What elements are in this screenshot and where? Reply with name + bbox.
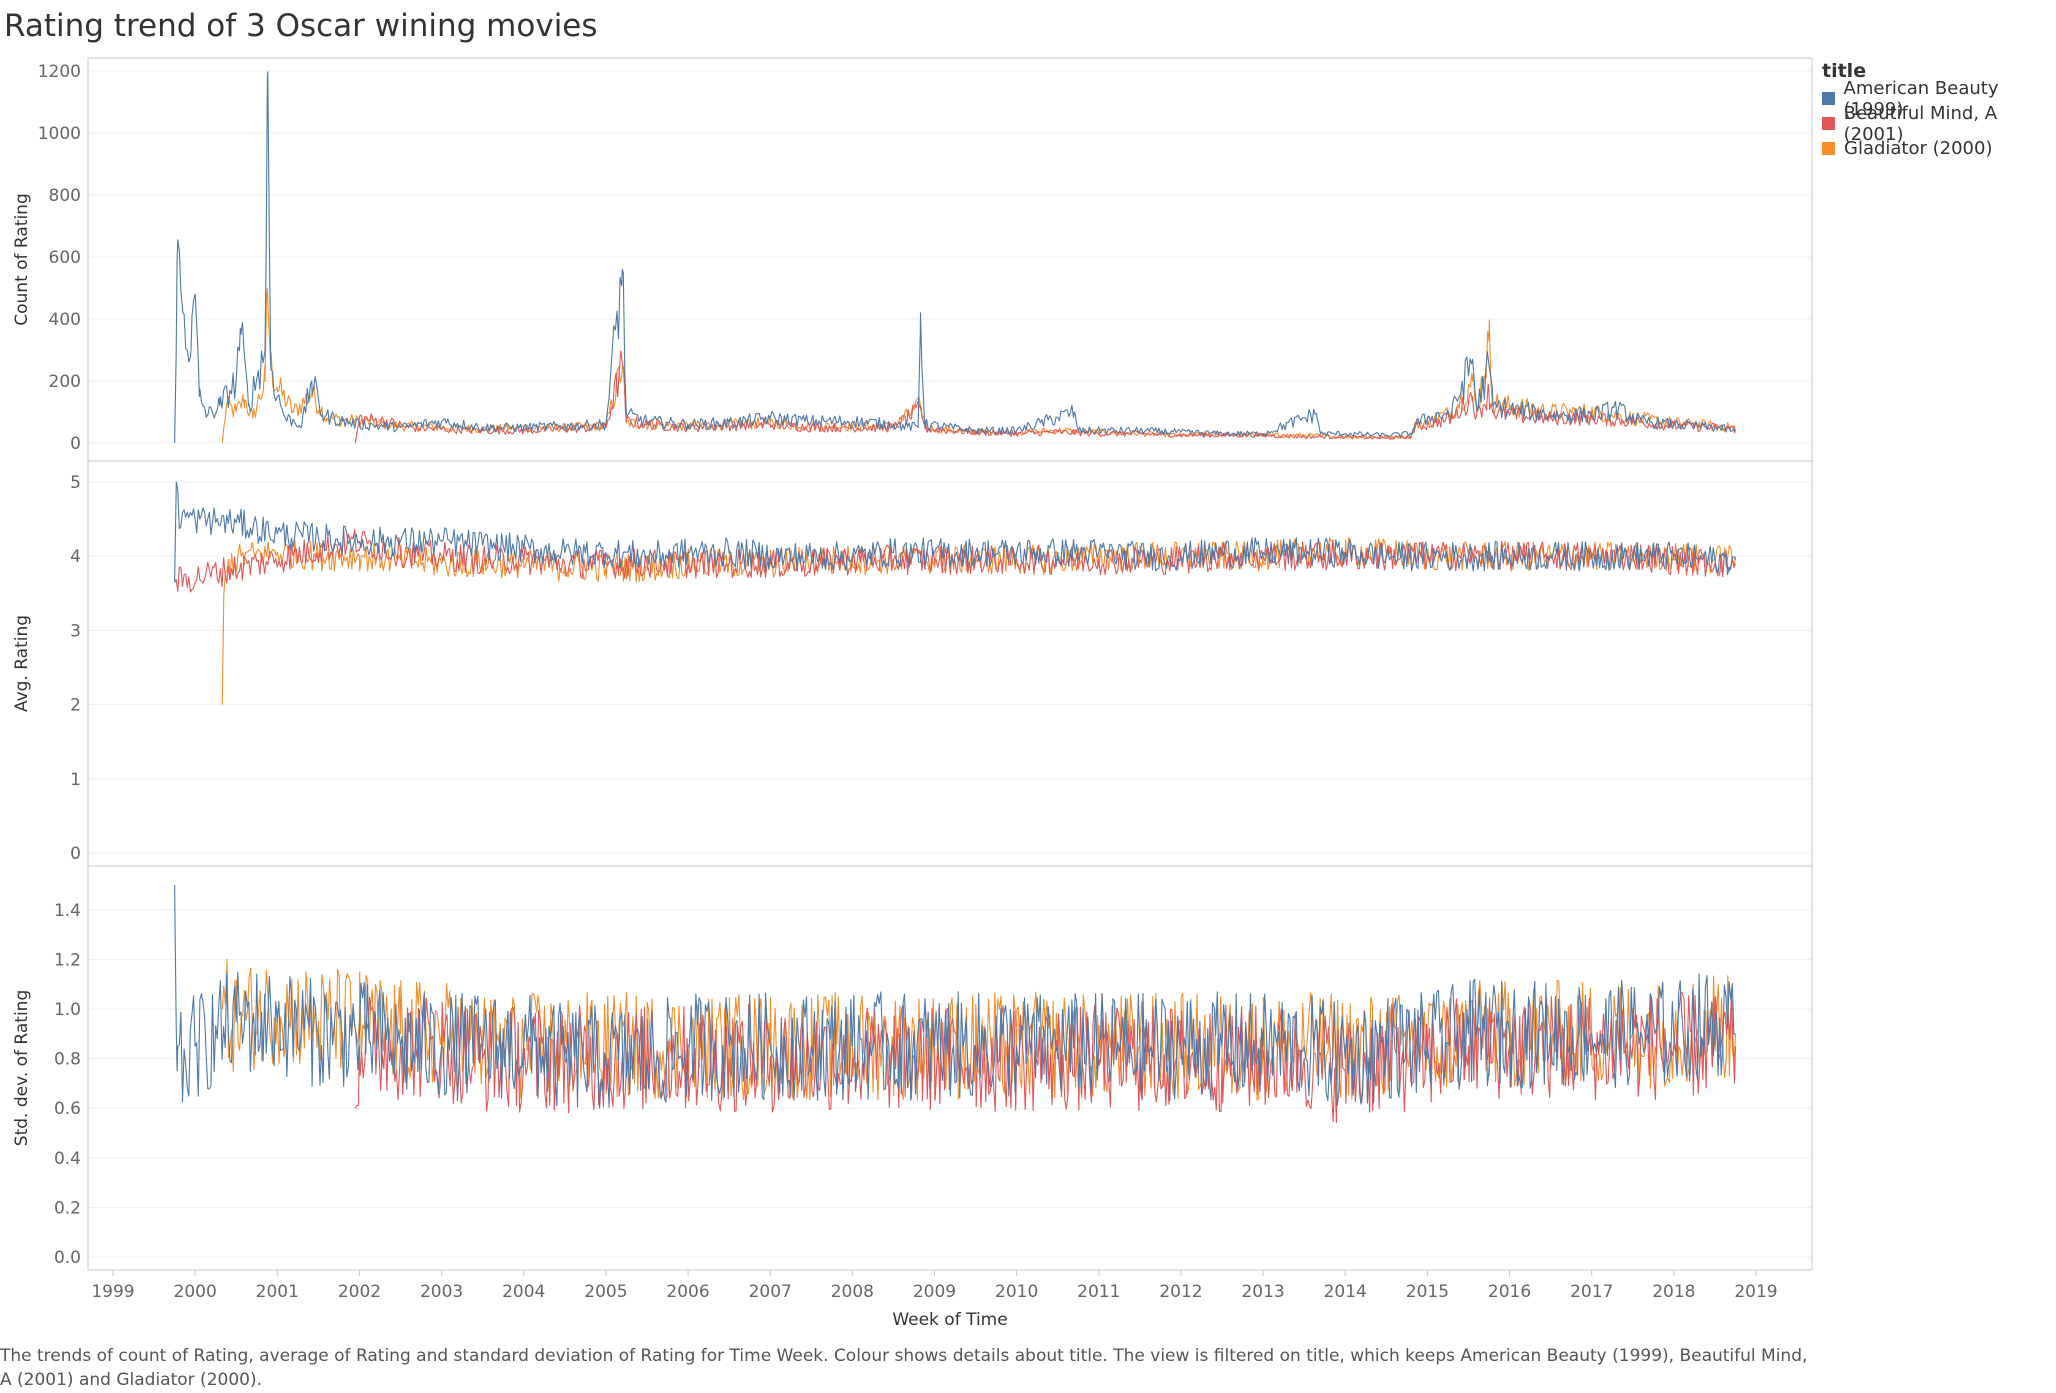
series-line xyxy=(174,884,1736,1109)
legend-swatch xyxy=(1822,142,1835,155)
y-tick-label: 1200 xyxy=(38,62,81,82)
series-line xyxy=(354,991,1737,1123)
x-tick-label: 2010 xyxy=(995,1282,1038,1302)
chart-caption: The trends of count of Rating, average o… xyxy=(0,1346,1808,1390)
y-axis-title: Std. dev. of Rating xyxy=(12,990,32,1146)
x-tick-label: 2009 xyxy=(913,1282,956,1302)
legend-title: title xyxy=(1822,60,1867,82)
y-axis-title: Count of Rating xyxy=(12,193,32,326)
x-tick-label: 2005 xyxy=(584,1282,627,1302)
y-tick-label: 0.6 xyxy=(54,1099,81,1119)
y-axis-title: Avg. Rating xyxy=(12,615,32,712)
series-line xyxy=(354,350,1737,444)
x-tick-label: 2016 xyxy=(1488,1282,1531,1302)
x-tick-label: 2004 xyxy=(502,1282,545,1302)
legend-swatch xyxy=(1822,117,1835,130)
series-line xyxy=(174,528,1737,593)
x-tick-label: 2018 xyxy=(1652,1282,1695,1302)
legend-item[interactable]: Gladiator (2000) xyxy=(1822,136,2056,161)
series-line xyxy=(221,287,1736,444)
y-tick-label: 2 xyxy=(70,696,81,716)
y-tick-label: 0.4 xyxy=(54,1149,81,1169)
y-tick-label: 1.4 xyxy=(54,901,81,921)
panel-border xyxy=(87,865,1813,1271)
y-tick-label: 0 xyxy=(70,434,81,454)
y-tick-label: 0.0 xyxy=(54,1248,81,1268)
y-tick-label: 1 xyxy=(70,770,81,790)
x-axis-title: Week of Time xyxy=(892,1310,1007,1330)
y-tick-label: 3 xyxy=(70,621,81,641)
chart-panel: 0.0 0.2 0.4 0.6 0.8 1.0 1.2 1.4 Std. dev. of Rat… xyxy=(12,865,1813,1271)
chart-area: 0 200 400 600 800 1000 1200 Count of Rating 0 1 2 3… xyxy=(12,57,1813,1330)
legend-swatch xyxy=(1822,92,1835,105)
x-tick-label: 2006 xyxy=(666,1282,709,1302)
legend-item[interactable]: American Beauty (1999) xyxy=(1822,78,2056,120)
x-axis: 1999 2000 2001 2002 2003 2004 2005 2006 2007 2008… xyxy=(91,1270,1778,1330)
series-line xyxy=(174,481,1736,583)
x-tick-label: 2001 xyxy=(256,1282,299,1302)
legend: title American Beauty (1999) Beautiful Mi… xyxy=(1822,60,2056,161)
y-tick-label: 400 xyxy=(49,310,81,330)
y-tick-label: 0.8 xyxy=(54,1050,81,1070)
legend-item[interactable]: Beautiful Mind, A (2001) xyxy=(1822,103,2056,145)
y-tick-label: 0.2 xyxy=(54,1198,81,1218)
legend-label: Gladiator (2000) xyxy=(1844,138,1993,159)
x-tick-label: 1999 xyxy=(91,1282,134,1302)
y-tick-label: 200 xyxy=(49,372,81,392)
y-tick-label: 1.2 xyxy=(54,950,81,970)
x-tick-label: 2000 xyxy=(174,1282,217,1302)
series-line xyxy=(174,71,1736,444)
legend-items: American Beauty (1999) Beautiful Mind, A … xyxy=(1822,78,2056,161)
x-tick-label: 2017 xyxy=(1570,1282,1613,1302)
chart-panel: 0 200 400 600 800 1000 1200 Count of Rating xyxy=(12,57,1813,462)
y-tick-label: 1.0 xyxy=(54,1000,81,1020)
x-tick-label: 2012 xyxy=(1159,1282,1202,1302)
y-tick-label: 4 xyxy=(70,547,81,567)
series-line xyxy=(221,958,1737,1101)
legend-label: Beautiful Mind, A (2001) xyxy=(1843,102,1998,145)
y-tick-label: 1000 xyxy=(38,124,81,144)
x-tick-label: 2002 xyxy=(338,1282,381,1302)
x-tick-label: 2014 xyxy=(1324,1282,1367,1302)
x-tick-label: 2019 xyxy=(1734,1282,1777,1302)
chart-panels: 0 200 400 600 800 1000 1200 Count of Rating 0 1 2 3… xyxy=(12,57,1813,1271)
y-tick-label: 0 xyxy=(70,844,81,864)
panel-border xyxy=(87,57,1813,462)
x-tick-label: 2008 xyxy=(831,1282,874,1302)
panel-border xyxy=(87,460,1813,867)
x-tick-label: 2011 xyxy=(1077,1282,1120,1302)
x-tick-label: 2015 xyxy=(1406,1282,1449,1302)
x-tick-label: 2003 xyxy=(420,1282,463,1302)
x-tick-label: 2013 xyxy=(1241,1282,1284,1302)
legend-label: American Beauty (1999) xyxy=(1843,77,1999,120)
y-tick-label: 5 xyxy=(70,473,81,493)
y-tick-label: 600 xyxy=(49,248,81,268)
chart-panel: 0 1 2 3 4 5 Avg. Rating xyxy=(12,460,1813,867)
x-tick-label: 2007 xyxy=(749,1282,792,1302)
chart-title: Rating trend of 3 Oscar wining movies xyxy=(4,8,598,44)
y-tick-label: 800 xyxy=(49,186,81,206)
